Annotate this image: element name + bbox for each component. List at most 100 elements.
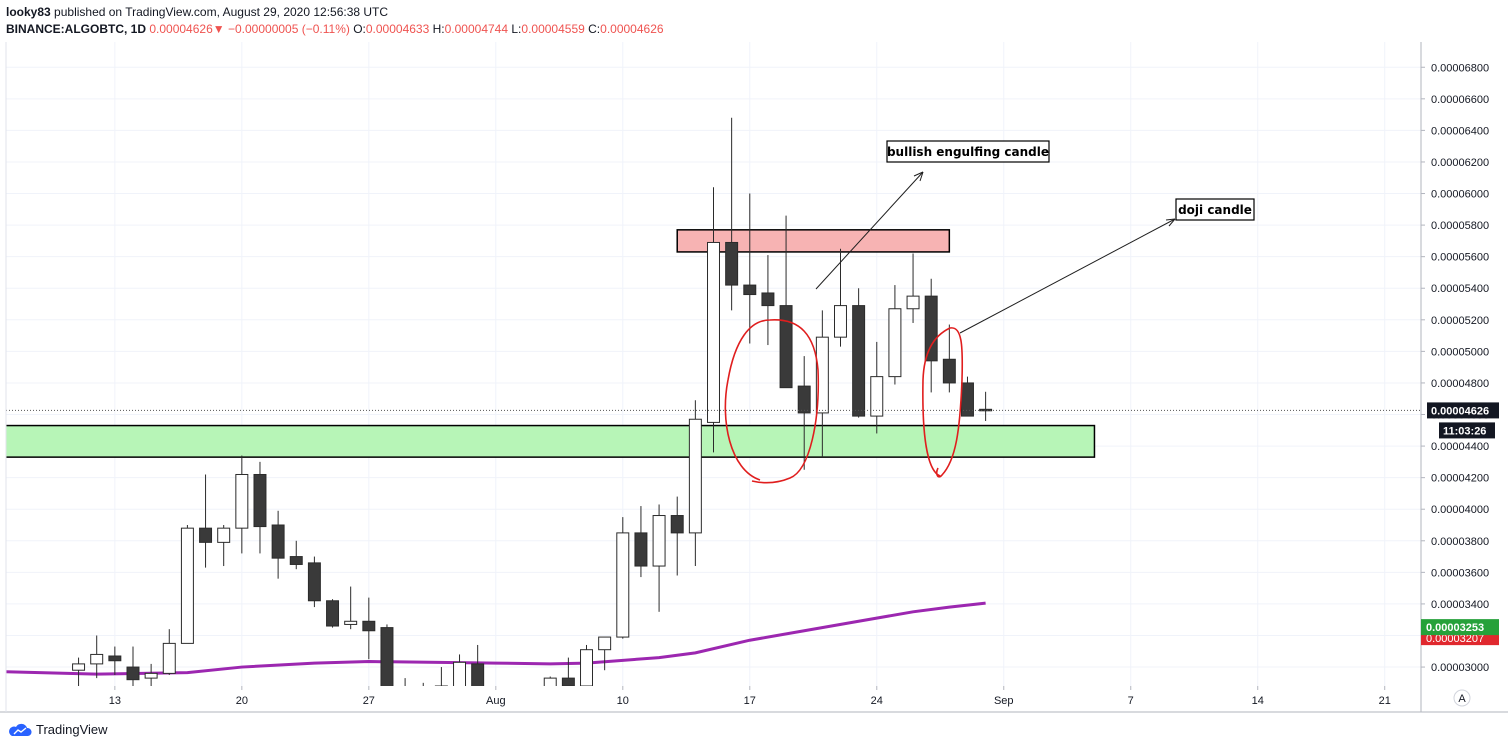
low-label: L: (511, 22, 522, 36)
circle-left (724, 319, 820, 484)
ma-badge-bg (1421, 619, 1499, 636)
candle-body-41 (815, 336, 829, 414)
candle-body-39 (779, 305, 793, 389)
candle-body-0 (72, 663, 86, 671)
x-tick-label-2: 27 (363, 695, 375, 707)
candle-body-6 (180, 527, 194, 644)
last-price-badge-bg (1427, 402, 1499, 419)
auto-scale-button[interactable] (1453, 689, 1471, 707)
candle-body-22 (471, 663, 485, 686)
y-tick-label-14: 0.00005800 (1431, 220, 1489, 232)
candle-body-15 (344, 620, 358, 625)
y-tick-label-17: 0.00006400 (1431, 125, 1489, 137)
candle-body-24 (508, 710, 520, 718)
candle-body-45 (888, 308, 902, 378)
arrow-bullish-line (815, 171, 924, 290)
x-tick-label-0: 13 (109, 695, 121, 707)
footer: TradingView (8, 722, 108, 737)
candle-body-4 (144, 672, 158, 679)
candle-body-25 (526, 705, 538, 718)
candle-body-34 (688, 418, 702, 534)
y-tick-label-3: 0.00003600 (1431, 567, 1489, 579)
axes: 0.000030000.000032000.000034000.00003600… (0, 42, 1508, 713)
annotation-text-0: bullish engulfing candle (887, 145, 1049, 159)
x-tick-label-7: Sep (994, 695, 1014, 707)
y-tick-label-18: 0.00006600 (1431, 94, 1489, 106)
brand-name[interactable]: TradingView (36, 722, 108, 737)
candle-body-13 (307, 562, 321, 602)
candle-body-17 (380, 627, 394, 686)
candle-body-42 (834, 305, 847, 338)
y-tick-label-13: 0.00005600 (1431, 252, 1489, 264)
annotation-text-1: doji candle (1178, 203, 1252, 217)
candle-body-33 (670, 515, 684, 534)
candle-body-3 (126, 666, 140, 681)
candle-body-28 (580, 649, 593, 686)
grid (6, 42, 1421, 686)
ma-badge2-text: 0.00003207 (1426, 633, 1484, 645)
y-tick-label-4: 0.00003800 (1431, 536, 1489, 548)
symbol-name[interactable]: BINANCE:ALGOBTC, 1D (6, 22, 146, 36)
countdown-badge-bg (1439, 422, 1495, 439)
x-tick-label-4: 10 (617, 695, 629, 707)
candle-body-11 (271, 524, 285, 559)
candle-body-43 (852, 305, 866, 417)
countdown-badge-text: 11:03:26 (1443, 425, 1486, 437)
y-tick-label-12: 0.00005400 (1431, 283, 1489, 295)
candle-body-49 (960, 382, 974, 417)
arrow-doji-head (1165, 218, 1176, 227)
candle-body-16 (362, 620, 376, 632)
candle-body-47 (924, 295, 938, 362)
candle-body-14 (326, 600, 340, 627)
candle-body-32 (652, 515, 666, 567)
tradingview-cloud-icon (9, 723, 32, 736)
candle-body-36 (725, 241, 739, 286)
high-label: H: (432, 22, 445, 36)
close-value: 0.00004626 (600, 22, 664, 36)
y-tick-label-11: 0.00005200 (1431, 315, 1489, 327)
y-tick-label-9: 0.00004800 (1431, 378, 1489, 390)
candle-body-48 (942, 358, 956, 384)
candle-body-9 (235, 473, 249, 529)
candle-body-35 (707, 241, 720, 423)
candle-body-8 (217, 527, 231, 543)
high-value: 0.00004744 (444, 22, 509, 36)
candle-body-18 (399, 688, 411, 694)
candle-body-50 (979, 408, 993, 412)
candle-body-38 (761, 292, 775, 307)
candle-body-26 (543, 677, 557, 686)
x-tick-label-3: Aug (486, 695, 506, 707)
candle-body-10 (253, 473, 267, 528)
candle-body-19 (417, 691, 429, 696)
support-zone (6, 424, 1096, 458)
x-tick-label-10: 21 (1379, 695, 1391, 707)
auto-scale-label: A (1458, 693, 1466, 705)
circle-right (922, 327, 964, 478)
publish-info: looky83 published on TradingView.com, Au… (6, 5, 388, 19)
y-tick-label-5: 0.00004000 (1431, 504, 1489, 516)
candle-body-21 (453, 661, 467, 686)
y-tick-label-7: 0.00004400 (1431, 441, 1489, 453)
x-tick-label-6: 24 (871, 695, 883, 707)
change-down-icon: ▼ (212, 22, 225, 36)
y-tick-label-2: 0.00003400 (1431, 599, 1489, 611)
close-label: C: (588, 22, 601, 36)
annotation-box-1 (1175, 198, 1255, 221)
y-tick-label-15: 0.00006000 (1431, 189, 1489, 201)
x-tick-label-9: 14 (1252, 695, 1264, 707)
publisher-name[interactable]: looky83 (6, 5, 51, 19)
candle-body-31 (634, 532, 648, 567)
price-change: −0.00000005 (−0.11%) (227, 22, 350, 36)
x-tick-label-1: 20 (236, 695, 248, 707)
candle-body-37 (743, 284, 757, 296)
x-tick-label-8: 7 (1128, 695, 1134, 707)
open-value: 0.00004633 (365, 22, 430, 36)
ma-badge-text: 0.00003253 (1426, 622, 1484, 634)
candle-body-46 (906, 295, 920, 310)
y-tick-label-6: 0.00004200 (1431, 473, 1489, 485)
annotation-box-0 (886, 140, 1050, 163)
candle-body-20 (434, 685, 448, 686)
y-tick-label-10: 0.00005000 (1431, 346, 1489, 358)
